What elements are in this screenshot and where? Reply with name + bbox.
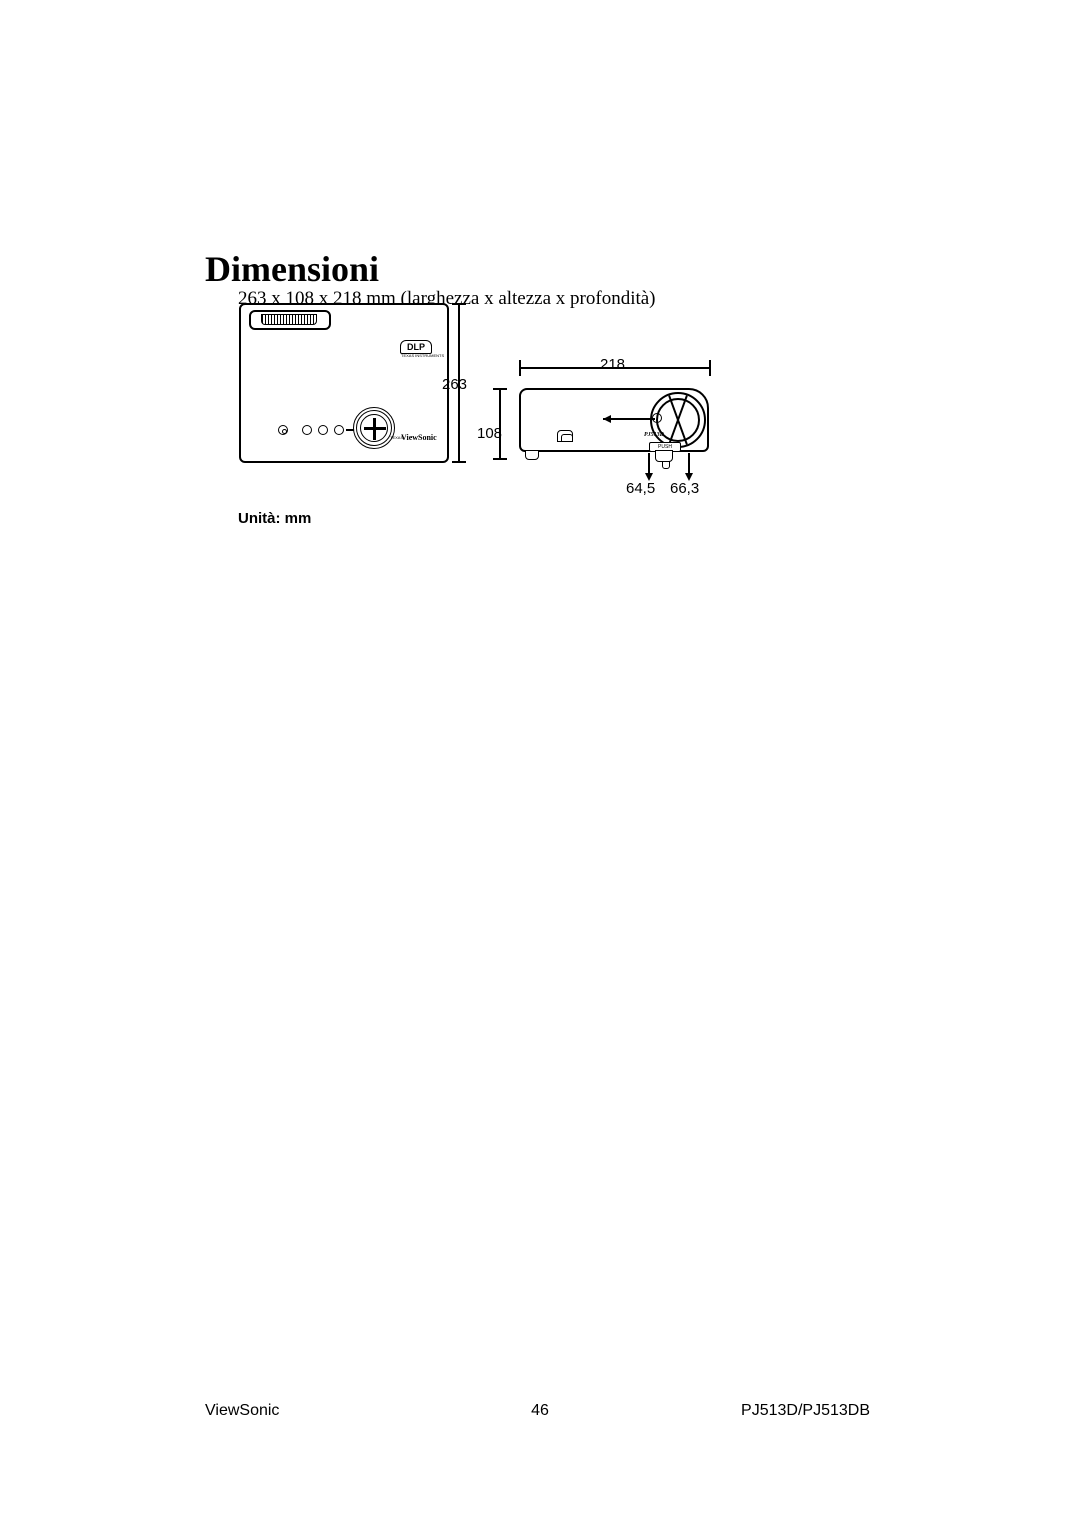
dim-cap-icon <box>452 461 466 463</box>
document-page: Dimensioni 263 x 108 x 218 mm (larghezza… <box>0 0 1080 1527</box>
indicator-led-icon <box>334 425 344 435</box>
dim-label-64-5: 64,5 <box>626 480 655 497</box>
section-title: Dimensioni <box>205 248 379 290</box>
indicator-led-icon <box>318 425 328 435</box>
dlp-sublabel: TEXAS INSTRUMENTS <box>401 353 444 358</box>
ir-window-icon <box>557 430 573 442</box>
indicator-led-icon <box>278 425 288 435</box>
vent-grill <box>261 314 317 325</box>
dim-tick-icon <box>709 360 711 376</box>
unit-label: Unità: mm <box>238 510 311 527</box>
model-label: PJ513D <box>644 432 664 438</box>
dim-line-icon <box>688 453 690 475</box>
dim-line-icon <box>648 453 650 475</box>
foot-front-icon <box>525 450 539 460</box>
diagram-side-view: PJ513D PUSH <box>519 388 709 460</box>
dim-label-66-3: 66,3 <box>670 480 699 497</box>
indicator-led-icon <box>302 425 312 435</box>
footer-page-number: 46 <box>0 1402 1080 1420</box>
arrow-left-icon <box>603 415 611 423</box>
brand-label: ViewSonic <box>401 433 437 442</box>
dim-label-263: 263 <box>442 376 467 393</box>
dim-label-218: 218 <box>600 356 625 373</box>
dim-label-108: 108 <box>477 425 502 442</box>
diagram-top-view: DLP TEXAS INSTRUMENTS TEXAS ViewSonic <box>239 303 449 463</box>
center-mark-icon <box>652 413 662 423</box>
dim-line-icon <box>499 388 501 460</box>
dlp-logo: DLP <box>400 340 432 354</box>
dpad-icon <box>360 414 388 442</box>
foot-rear-icon <box>655 450 673 462</box>
footer-model: PJ513D/PJ513DB <box>741 1402 870 1420</box>
dim-cap-icon <box>493 458 507 460</box>
